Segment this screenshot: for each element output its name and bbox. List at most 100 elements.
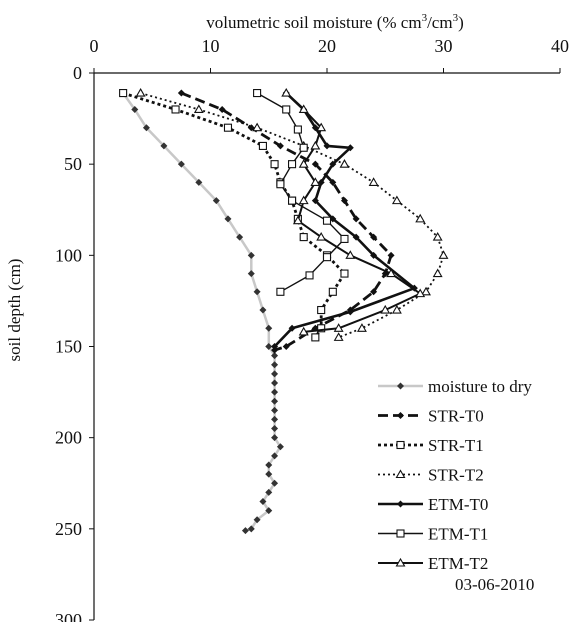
legend-label: moisture to dry — [428, 377, 532, 396]
data-point — [271, 370, 279, 378]
data-point — [415, 213, 426, 223]
data-point — [391, 304, 402, 314]
data-point — [247, 251, 255, 259]
data-point — [340, 197, 348, 205]
data-point — [370, 251, 378, 259]
data-point — [298, 326, 309, 336]
data-point — [311, 160, 319, 168]
data-point — [241, 527, 249, 535]
data-point — [160, 142, 168, 150]
legend-swatch-marker — [397, 382, 404, 390]
data-point — [298, 104, 309, 114]
data-point — [339, 159, 350, 168]
data-point — [281, 87, 292, 97]
data-point — [282, 343, 290, 350]
data-point — [282, 105, 291, 114]
y-tick-label: 0 — [73, 63, 82, 83]
x-tick-label: 20 — [318, 36, 336, 56]
data-point — [265, 461, 273, 469]
y-tick-label: 200 — [55, 428, 82, 448]
data-point — [259, 497, 267, 505]
legend-swatch-marker — [396, 529, 405, 538]
data-point — [299, 143, 308, 152]
series-moisture-to-dry — [119, 89, 284, 535]
data-point — [247, 124, 255, 132]
data-point — [352, 233, 360, 241]
legend-swatch-marker — [395, 557, 406, 567]
data-point — [415, 288, 426, 298]
data-point — [265, 470, 273, 478]
data-point — [438, 250, 449, 259]
plot-series — [119, 87, 449, 535]
data-point — [305, 271, 314, 280]
data-point — [292, 215, 303, 225]
y-tick-label: 150 — [55, 337, 82, 357]
data-point — [265, 507, 273, 515]
date-annotation: 03-06-2010 — [455, 575, 534, 594]
x-axis-title: volumetric soil moisture (% cm3/cm3) — [206, 12, 463, 32]
data-point — [218, 105, 226, 113]
data-point — [276, 142, 284, 150]
data-point — [253, 516, 261, 524]
data-point — [270, 160, 279, 169]
data-point — [271, 425, 279, 433]
data-point — [252, 122, 263, 132]
data-point — [271, 352, 279, 360]
data-point — [311, 333, 320, 342]
data-point — [236, 233, 244, 241]
data-point — [271, 361, 279, 369]
series-line — [140, 92, 445, 339]
data-point — [271, 346, 279, 354]
legend-label: STR-T1 — [428, 436, 484, 455]
legend-label: STR-T0 — [428, 407, 484, 426]
data-point — [271, 434, 279, 442]
data-point — [310, 177, 321, 186]
y-tick-label: 300 — [55, 610, 82, 622]
data-point — [391, 195, 402, 205]
data-point — [323, 142, 331, 150]
data-point — [177, 89, 185, 97]
data-point — [193, 104, 204, 114]
data-point — [298, 195, 309, 205]
legend-item: STR-T0 — [378, 407, 484, 426]
data-point — [346, 144, 354, 152]
data-point — [293, 125, 302, 134]
data-point — [322, 253, 332, 262]
data-point — [357, 323, 367, 332]
data-point — [368, 177, 379, 186]
data-point — [316, 231, 327, 241]
data-point — [258, 141, 267, 150]
series-line — [122, 92, 282, 532]
data-point — [333, 323, 344, 332]
data-point — [271, 388, 279, 396]
data-point — [345, 250, 356, 259]
data-point — [212, 197, 220, 205]
data-point — [370, 233, 378, 241]
data-point — [340, 234, 349, 243]
data-point — [253, 89, 262, 98]
legend-label: ETM-T2 — [428, 554, 488, 573]
data-point — [171, 105, 180, 114]
series-etm-t2 — [281, 87, 426, 336]
legend-label: ETM-T1 — [428, 525, 488, 544]
data-point — [329, 178, 337, 186]
data-point — [317, 305, 326, 315]
data-point — [265, 343, 273, 350]
series-etm-t1 — [253, 89, 349, 296]
data-point — [298, 159, 309, 168]
y-axis-title: soil depth (cm) — [5, 259, 24, 362]
data-point — [135, 87, 146, 97]
x-tick-label: 0 — [90, 36, 99, 56]
data-point — [287, 160, 297, 169]
y-tick-label: 50 — [64, 154, 82, 174]
data-point — [329, 160, 337, 168]
data-point — [276, 180, 285, 189]
data-point — [276, 287, 285, 296]
data-point — [340, 269, 349, 278]
data-point — [311, 197, 319, 205]
data-point — [387, 251, 395, 259]
data-point — [224, 215, 232, 223]
legend: moisture to dry STR-T0 STR-T1 STR-T2 ETM-T0 E… — [378, 377, 532, 573]
data-point — [265, 488, 273, 496]
